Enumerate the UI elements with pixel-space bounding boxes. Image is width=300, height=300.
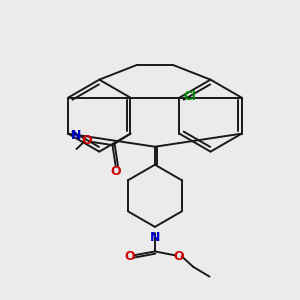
Text: O: O	[110, 165, 121, 178]
Text: Cl: Cl	[183, 89, 196, 103]
Text: O: O	[81, 134, 92, 147]
Text: O: O	[124, 250, 135, 263]
Text: N: N	[150, 231, 160, 244]
Text: O: O	[174, 250, 184, 263]
Text: N: N	[71, 129, 81, 142]
